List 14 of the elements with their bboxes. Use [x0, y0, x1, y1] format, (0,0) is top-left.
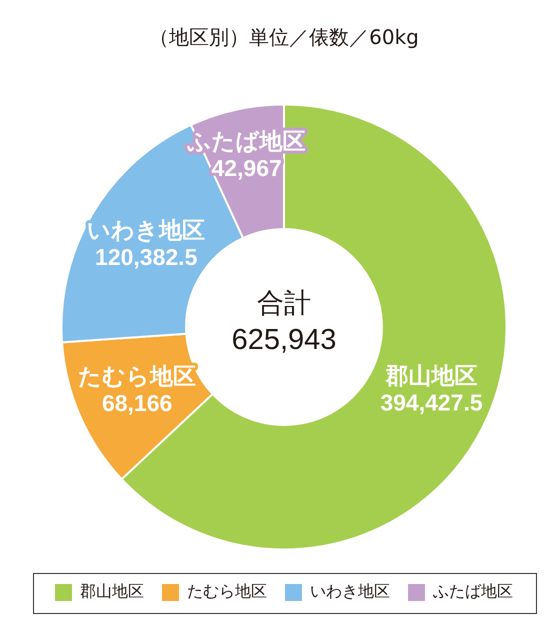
- slice-label: たむら地区: [78, 362, 196, 389]
- slice-label: 郡山地区: [384, 362, 478, 389]
- data-label: 394,427.5: [380, 390, 483, 416]
- text: 625,943: [232, 324, 336, 356]
- text: 合計: [257, 288, 311, 320]
- data-label: 68,166: [102, 390, 172, 416]
- legend-label: たむら地区: [187, 582, 267, 601]
- legend-label: ふたば地区: [432, 582, 513, 601]
- slice-label: いわき地区: [87, 217, 206, 244]
- legend-label: いわき地区: [310, 582, 390, 601]
- data-label: 120,382.5: [95, 244, 198, 270]
- legend-label: 郡山地区: [80, 582, 144, 601]
- chart-title: （地区別）単位／俵数／60kg: [149, 25, 419, 50]
- data-label: 42,967: [211, 155, 282, 182]
